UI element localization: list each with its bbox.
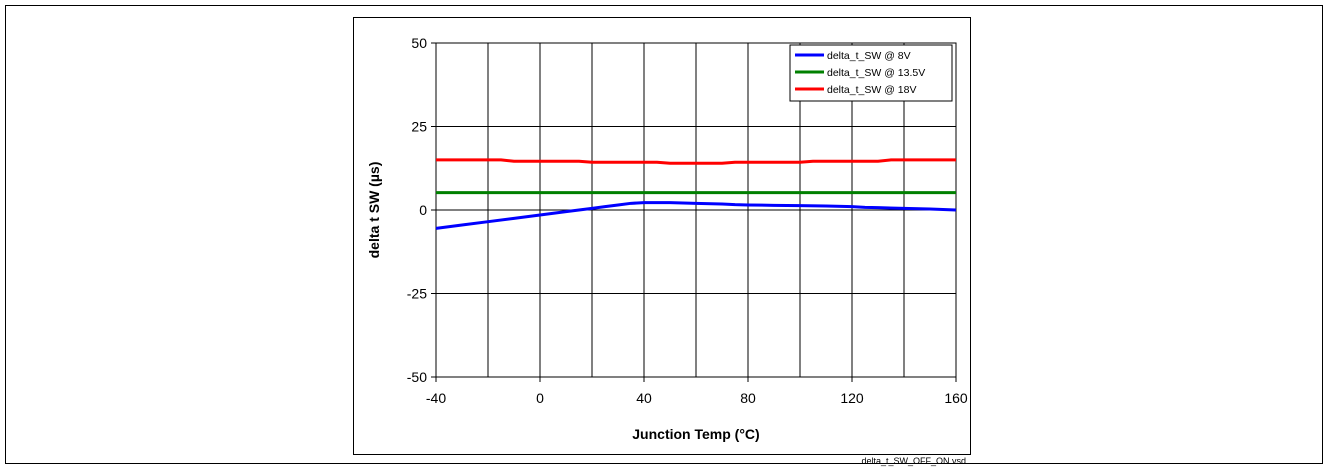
legend-entry-label: delta_t_SW @ 8V (827, 50, 911, 62)
x-tick-label: 0 (536, 390, 544, 406)
series-line-3 (436, 158, 956, 165)
y-tick-label: 50 (411, 35, 427, 51)
legend: delta_t_SW @ 8V delta_t_SW @ 13.5V delta_t… (789, 44, 953, 102)
x-tick-label: 80 (740, 390, 756, 406)
x-tick-label: -40 (426, 390, 446, 406)
x-tick-label: 40 (636, 390, 652, 406)
file-name-label: delta_t_SW_OFF_ON.vsd (861, 456, 966, 466)
x-axis-title: Junction Temp (°C) (632, 426, 759, 442)
x-tick-label: 120 (840, 390, 864, 406)
y-tick-label: 0 (419, 202, 427, 218)
y-tick-label: 25 (411, 119, 427, 135)
series-lines (435, 158, 957, 230)
grid-lines (431, 42, 957, 382)
y-tick-label: -25 (407, 286, 427, 302)
y-tick-labels: 50 25 0 -25 -50 (407, 35, 427, 385)
x-tick-labels: -40 0 40 80 120 160 (426, 390, 968, 406)
legend-entry-label: delta_t_SW @ 18V (827, 84, 916, 96)
y-tick-label: -50 (407, 369, 427, 385)
legend-entry-label: delta_t_SW @ 13.5V (827, 67, 925, 79)
y-axis-title: delta t SW (µs) (366, 162, 382, 259)
series-line-1 (435, 201, 957, 230)
x-tick-label: 160 (944, 390, 968, 406)
